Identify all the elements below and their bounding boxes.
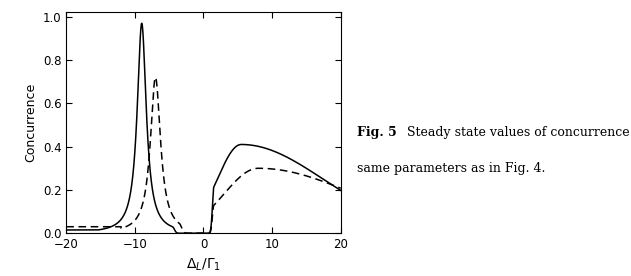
Text: same parameters as in Fig. 4.: same parameters as in Fig. 4.: [357, 162, 545, 175]
Text: Fig. 5: Fig. 5: [357, 126, 396, 139]
Y-axis label: Concurrence: Concurrence: [24, 83, 37, 163]
Text: Steady state values of concurrence for the: Steady state values of concurrence for t…: [399, 126, 631, 139]
X-axis label: $\Delta_L/\Gamma_1$: $\Delta_L/\Gamma_1$: [186, 257, 221, 273]
